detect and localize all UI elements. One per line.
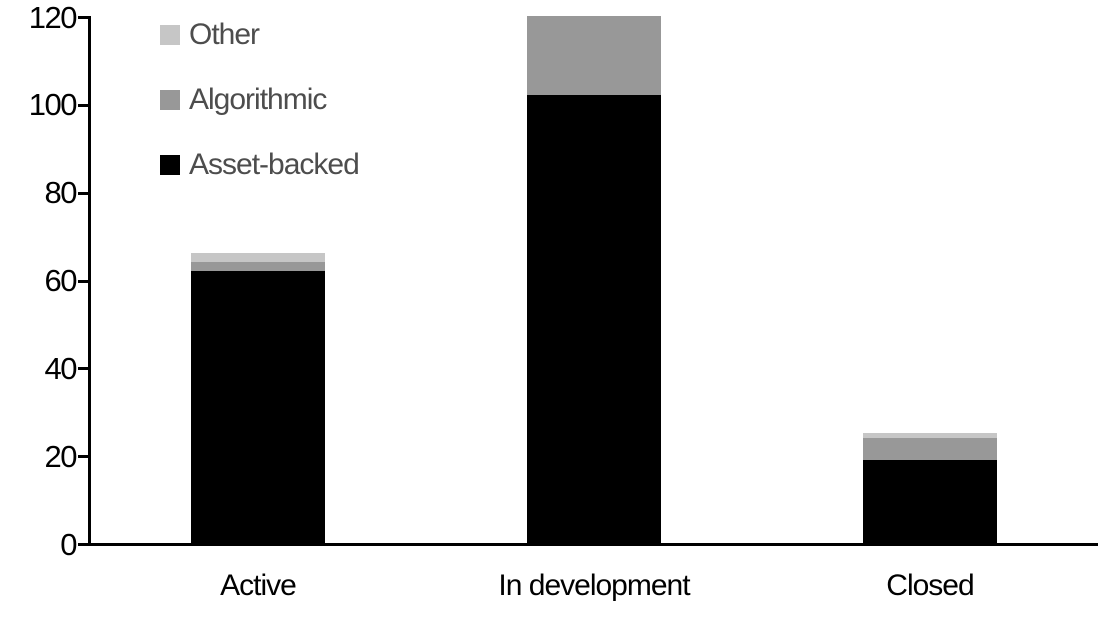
y-tick-mark-20 [78,455,88,459]
bar-in-development-asset-backed-segment [527,95,661,543]
bar-closed-other-segment [863,433,997,438]
bar-active-other-segment [191,253,325,262]
bar-closed [863,433,997,543]
bar-in-development [527,16,661,543]
y-tick-mark-120 [78,16,88,19]
y-tick-label-80: 80 [44,175,78,211]
legend-item-other: Other [160,18,359,51]
legend-item-asset-backed: Asset-backed [160,148,360,181]
category-label-active: Active [220,569,297,602]
y-axis-line [88,16,91,546]
y-tick-mark-60 [78,279,88,283]
category-label-closed: Closed [886,569,974,602]
y-tick-mark-40 [78,367,88,371]
y-tick-label-120: 120 [28,0,78,35]
bar-closed-algorithmic-segment [863,437,997,460]
chart-legend: Other Algorithmic Asset-backed [160,18,360,219]
y-tick-label-40: 40 [44,350,78,386]
legend-label-algorithmic: Algorithmic [189,83,327,116]
y-tick-mark-80 [78,191,88,195]
bar-closed-asset-backed-segment [863,459,997,543]
y-tick-label-0: 0 [60,526,77,562]
y-tick-label-20: 20 [44,438,78,474]
legend-swatch-algorithmic [160,90,180,110]
y-tick-label-60: 60 [44,263,78,298]
legend-label-other: Other [189,18,260,51]
legend-item-algorithmic: Algorithmic [160,83,359,116]
legend-swatch-other [160,25,180,45]
y-tick-mark-100 [78,103,88,107]
y-tick-label-100: 100 [28,87,78,123]
category-label-in-development: In development [498,569,690,602]
x-axis-line [88,543,1098,546]
y-tick-mark-0 [78,543,88,546]
legend-swatch-asset-backed [160,155,180,175]
bar-in-development-algorithmic-segment [527,16,661,96]
legend-label-asset-backed: Asset-backed [189,148,360,181]
bar-active [191,253,325,543]
bar-active-asset-backed-segment [191,270,325,543]
bar-active-algorithmic-segment [191,261,325,271]
